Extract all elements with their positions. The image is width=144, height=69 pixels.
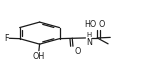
Text: HO: HO <box>84 20 97 29</box>
Text: O: O <box>98 20 105 29</box>
Text: H: H <box>86 32 91 38</box>
Text: OH: OH <box>33 52 45 61</box>
Text: O: O <box>74 47 80 56</box>
Text: F: F <box>4 34 8 43</box>
Text: N: N <box>86 38 92 47</box>
